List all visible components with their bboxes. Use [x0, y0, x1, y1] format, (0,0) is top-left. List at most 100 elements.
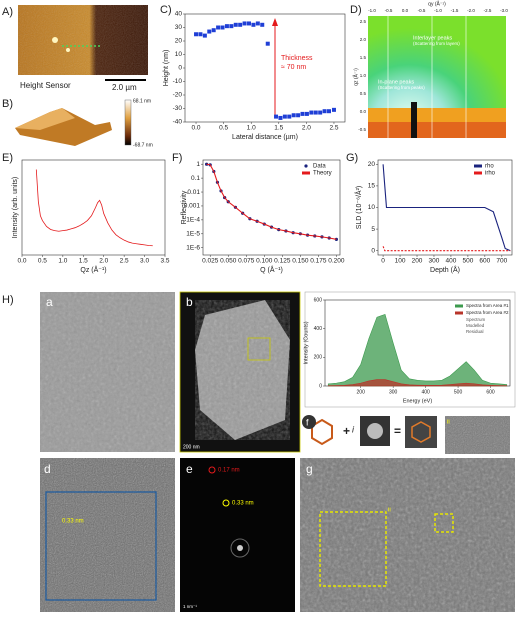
- point: [278, 115, 283, 120]
- point: [265, 41, 270, 46]
- scale-label: 1 nm⁻¹: [183, 604, 197, 609]
- annotation: In-plane peaks: [378, 79, 414, 85]
- y-axis-label: Reflectivity: [181, 190, 188, 224]
- roi-box: [319, 511, 387, 587]
- x-tick-label: 1.0: [247, 125, 256, 132]
- y-tick-label: 0.1: [191, 175, 200, 182]
- x-tick-label: 0.075: [238, 258, 255, 265]
- point: [334, 237, 338, 241]
- point: [287, 114, 292, 119]
- panel-label: D): [350, 4, 362, 16]
- annotation: 0.33 nm: [232, 501, 254, 507]
- y-tick-label: 600: [314, 297, 323, 303]
- point: [224, 24, 229, 29]
- x-tick-label: 100: [395, 258, 406, 265]
- sub-label: f: [306, 417, 309, 427]
- afm-texture: [18, 5, 148, 75]
- point: [229, 24, 234, 29]
- x-tick-label: 0: [381, 258, 385, 265]
- x-tick-label: 600: [486, 389, 495, 395]
- legend-label: rho: [485, 164, 494, 170]
- legend-swatch: [455, 311, 463, 315]
- x-tick-label: 300: [389, 389, 398, 395]
- sub-label: c: [311, 294, 317, 308]
- x-tick-label: 200: [412, 258, 423, 265]
- x-axis-label: Qz (Å⁻¹): [80, 265, 106, 274]
- y-tick-label: 20: [175, 38, 183, 45]
- tick-label: 1.0: [360, 73, 367, 78]
- y-tick-label: -10: [173, 78, 183, 85]
- point: [291, 113, 296, 118]
- tem-spot: [367, 423, 383, 439]
- colorbar-label: -68.7 nm: [133, 142, 153, 148]
- point: [198, 32, 203, 37]
- y-tick-label: 30: [175, 24, 183, 31]
- colorbar: [124, 99, 132, 146]
- sub-badge: [302, 415, 316, 429]
- area: [327, 379, 508, 387]
- legend-label: Spectra from Area #2: [466, 310, 509, 315]
- annotation: (Scattering from peaks): [378, 85, 425, 90]
- legend-label: Spectra from Area #1: [466, 303, 509, 308]
- afm-3d-top: [15, 108, 75, 130]
- x-tick-label: 1.5: [79, 258, 88, 265]
- point: [260, 22, 265, 27]
- afm-particle: [66, 48, 70, 52]
- x-tick-label: 1.0: [58, 258, 67, 265]
- legend-swatch: [474, 164, 482, 168]
- point: [207, 29, 212, 34]
- y-tick-label: 15: [368, 183, 376, 190]
- colorbar-label: 68.1 nm: [133, 98, 151, 104]
- y-axis-label: Intensity (Counts): [303, 321, 309, 364]
- sub-label: b: [186, 295, 193, 309]
- giwaxs-ticks: -1.0 -0.5 0.0 -0.5 -1.0 -1.5 -2.0 -2.5 -3.0 2.5 2.…: [358, 8, 508, 132]
- x-tick-label: 0.0: [17, 258, 26, 265]
- point: [211, 28, 216, 33]
- y-tick-label: 5: [371, 226, 375, 233]
- hrtem-texture: [40, 458, 175, 612]
- fft-image: [180, 458, 295, 612]
- x-tick-label: 500: [454, 389, 463, 395]
- sub-label: a: [46, 295, 53, 309]
- fft-center: [237, 545, 243, 551]
- y-tick-label: 0.01: [187, 189, 200, 196]
- x-tick-label: 0.150: [292, 258, 309, 265]
- y-tick-label: 10: [175, 51, 183, 58]
- legend-note: Residual: [466, 329, 484, 334]
- x-tick-label: 0.5: [38, 258, 47, 265]
- sub-label: e: [186, 462, 193, 476]
- line: [206, 163, 337, 240]
- y-tick-label: 0.001: [184, 203, 201, 210]
- line: [382, 164, 511, 252]
- benzene-overlay: [411, 421, 431, 443]
- x-tick-label: 0.200: [328, 258, 345, 265]
- x-tick-label: 200: [357, 389, 366, 395]
- tick-label: 0.0: [402, 8, 409, 13]
- y-axis-label: Height (nm): [163, 50, 170, 87]
- point: [238, 22, 243, 27]
- y-tick-label: 40: [175, 11, 183, 18]
- y-tick-label: 1: [196, 161, 200, 168]
- eds-panel: [304, 291, 516, 408]
- point: [233, 22, 238, 27]
- tick-label: -1.5: [451, 8, 459, 13]
- tick-label: 2.5: [360, 19, 367, 24]
- legend-label: irho: [485, 171, 496, 177]
- tick-label: -0.5: [385, 8, 393, 13]
- x-axis-label: Q (Å⁻¹): [260, 265, 283, 274]
- y-tick-label: 200: [314, 355, 323, 361]
- legend-note: Modelled: [466, 323, 485, 328]
- y-tick-label: 0: [178, 65, 182, 72]
- legend-swatch: [302, 171, 310, 175]
- flake-texture: [195, 300, 290, 440]
- point: [318, 110, 323, 115]
- plot-frame: [202, 159, 341, 256]
- x-tick-label: 700: [496, 258, 507, 265]
- x-tick-label: 0.175: [310, 258, 327, 265]
- x-tick-label: 0.050: [220, 258, 237, 265]
- tick-label: -2.5: [484, 8, 492, 13]
- x-tick-label: 0.5: [219, 125, 228, 132]
- line: [35, 169, 153, 247]
- x-tick-label: 3.5: [160, 258, 169, 265]
- x-tick-label: 0.025: [202, 258, 219, 265]
